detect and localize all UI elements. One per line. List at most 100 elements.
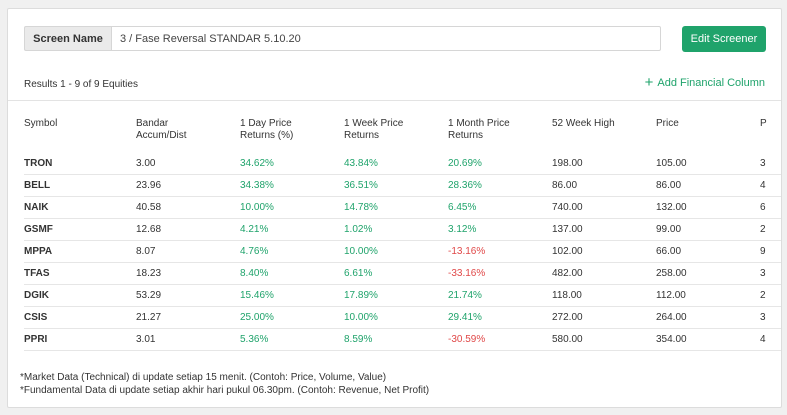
cell-price: 86.00 — [656, 180, 682, 191]
add-financial-column-link[interactable]: + Add Financial Column — [644, 74, 765, 91]
table-row[interactable]: GSMF 12.68 4.21% 1.02% 3.12% 137.00 99.00 2 — [24, 219, 781, 241]
results-count: Results 1 - 9 of 9 Equities — [24, 79, 138, 90]
cell-month: 28.36% — [448, 180, 482, 191]
cell-week: 14.78% — [344, 202, 378, 213]
footnotes: *Market Data (Technical) di update setia… — [20, 371, 429, 397]
table-row[interactable]: NAIK 40.58 10.00% 14.78% 6.45% 740.00 132.00 6 — [24, 197, 781, 219]
add-financial-column-label: Add Financial Column — [657, 77, 765, 89]
screen-name-input[interactable] — [111, 26, 661, 51]
cell-symbol[interactable]: MPPA — [24, 246, 53, 257]
cell-price: 105.00 — [656, 158, 687, 169]
footnote-fundamental: *Fundamental Data di update setiap akhir… — [20, 385, 430, 396]
cell-p: 2 — [760, 224, 766, 235]
cell-bandar: 40.58 — [136, 202, 162, 213]
cell-week: 10.00% — [344, 312, 378, 323]
edit-screener-button[interactable]: Edit Screener — [682, 26, 766, 52]
cell-high52: 740.00 — [552, 202, 583, 213]
cell-symbol[interactable]: CSIS — [24, 312, 48, 323]
results-table[interactable]: Symbol Bandar Accum/Dist 1 Day Price Ret… — [8, 101, 781, 351]
cell-month: -33.16% — [448, 268, 486, 279]
footnote-market: *Market Data (Technical) di update setia… — [20, 372, 387, 383]
table-header: Symbol Bandar Accum/Dist 1 Day Price Ret… — [8, 101, 781, 153]
table-row[interactable]: TRON 3.00 34.62% 43.84% 20.69% 198.00 105.00 3 — [24, 153, 781, 175]
cell-month: 20.69% — [448, 158, 482, 169]
cell-price: 354.00 — [656, 334, 687, 345]
cell-week: 1.02% — [344, 224, 373, 235]
cell-symbol[interactable]: GSMF — [24, 224, 53, 235]
cell-symbol[interactable]: DGIK — [24, 290, 49, 301]
cell-high52: 482.00 — [552, 268, 583, 279]
cell-month: -13.16% — [448, 246, 486, 257]
cell-day: 25.00% — [240, 312, 274, 323]
divider — [8, 100, 781, 101]
cell-p: 6 — [760, 202, 766, 213]
cell-price: 112.00 — [656, 290, 686, 301]
cell-week: 8.59% — [344, 334, 373, 345]
table-row[interactable]: PPRI 3.01 5.36% 8.59% -30.59% 580.00 354.00 4 — [24, 329, 781, 351]
cell-week: 6.61% — [344, 268, 373, 279]
cell-price: 264.00 — [656, 312, 687, 323]
cell-p: 3 — [760, 268, 766, 279]
screen-name-row: Screen Name — [24, 26, 661, 51]
table-row[interactable]: DGIK 53.29 15.46% 17.89% 21.74% 118.00 112.00 2 — [24, 285, 781, 307]
cell-month: 21.74% — [448, 290, 482, 301]
cell-day: 10.00% — [240, 202, 274, 213]
cell-p: 4 — [760, 180, 766, 191]
cell-symbol[interactable]: TFAS — [24, 268, 50, 279]
cell-price: 132.00 — [656, 202, 687, 213]
cell-high52: 86.00 — [552, 180, 578, 191]
cell-day: 34.62% — [240, 158, 274, 169]
cell-high52: 137.00 — [552, 224, 583, 235]
cell-week: 17.89% — [344, 290, 378, 301]
cell-p: 3 — [760, 312, 766, 323]
table-row[interactable]: BELL 23.96 34.38% 36.51% 28.36% 86.00 86.00 4 — [24, 175, 781, 197]
cell-symbol[interactable]: TRON — [24, 158, 53, 169]
cell-month: 3.12% — [448, 224, 477, 235]
cell-bandar: 21.27 — [136, 312, 162, 323]
col-header-price[interactable]: Price — [656, 118, 679, 129]
cell-bandar: 18.23 — [136, 268, 162, 279]
col-header-bandar[interactable]: Bandar Accum/Dist — [136, 118, 187, 141]
cell-week: 43.84% — [344, 158, 378, 169]
col-header-52week-high[interactable]: 52 Week High — [552, 118, 615, 129]
cell-day: 4.76% — [240, 246, 269, 257]
cell-bandar: 12.68 — [136, 224, 162, 235]
cell-high52: 102.00 — [552, 246, 583, 257]
cell-bandar: 3.00 — [136, 158, 156, 169]
table-row[interactable]: TFAS 18.23 8.40% 6.61% -33.16% 482.00 258.00 3 — [24, 263, 781, 285]
cell-symbol[interactable]: BELL — [24, 180, 51, 191]
cell-p: 4 — [760, 334, 766, 345]
screener-panel: Screen Name Edit Screener Results 1 - 9 … — [7, 8, 782, 408]
cell-week: 36.51% — [344, 180, 378, 191]
cell-month: -30.59% — [448, 334, 486, 345]
col-header-p[interactable]: P — [760, 118, 767, 129]
cell-month: 6.45% — [448, 202, 477, 213]
cell-p: 9 — [760, 246, 766, 257]
plus-icon: + — [644, 74, 654, 91]
cell-week: 10.00% — [344, 246, 378, 257]
cell-bandar: 23.96 — [136, 180, 162, 191]
table-row[interactable]: CSIS 21.27 25.00% 10.00% 29.41% 272.00 264.00 3 — [24, 307, 781, 329]
cell-price: 258.00 — [656, 268, 687, 279]
cell-day: 34.38% — [240, 180, 274, 191]
cell-p: 3 — [760, 158, 766, 169]
col-header-1month[interactable]: 1 Month Price Returns — [448, 118, 510, 141]
cell-high52: 118.00 — [552, 290, 582, 301]
cell-high52: 580.00 — [552, 334, 583, 345]
screen-name-label: Screen Name — [24, 26, 111, 51]
cell-bandar: 3.01 — [136, 334, 156, 345]
table-row[interactable]: MPPA 8.07 4.76% 10.00% -13.16% 102.00 66.00 9 — [24, 241, 781, 263]
cell-symbol[interactable]: PPRI — [24, 334, 48, 345]
col-header-symbol[interactable]: Symbol — [24, 118, 58, 129]
cell-day: 15.46% — [240, 290, 274, 301]
cell-high52: 198.00 — [552, 158, 583, 169]
cell-symbol[interactable]: NAIK — [24, 202, 49, 213]
col-header-1week[interactable]: 1 Week Price Returns — [344, 118, 404, 141]
cell-price: 99.00 — [656, 224, 682, 235]
col-header-1day[interactable]: 1 Day Price Returns (%) — [240, 118, 294, 141]
cell-bandar: 8.07 — [136, 246, 156, 257]
cell-day: 4.21% — [240, 224, 269, 235]
cell-day: 5.36% — [240, 334, 269, 345]
cell-month: 29.41% — [448, 312, 482, 323]
cell-day: 8.40% — [240, 268, 269, 279]
